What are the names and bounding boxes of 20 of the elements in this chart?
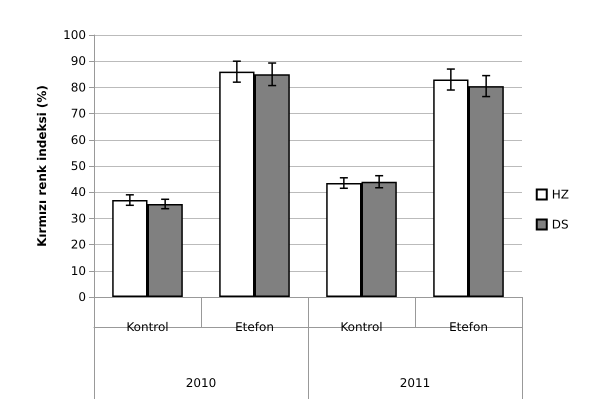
y-tick-label: 10 — [70, 264, 86, 278]
x-tick-label: Kontrol — [126, 320, 169, 334]
y-tick-label: 20 — [70, 238, 86, 252]
text: 2010 — [186, 376, 216, 390]
y-tick-label: 50 — [70, 159, 86, 173]
legend-label: DS — [552, 218, 569, 232]
y-axis-title: Kırmızı renk indeksi (%) — [35, 85, 49, 247]
y-tick-label: 80 — [70, 80, 86, 94]
y-tick-label: 100 — [63, 28, 86, 42]
y-tick-label: 60 — [70, 132, 86, 147]
x-tick-label: Etefon — [449, 320, 488, 334]
y-tick-label: 40 — [70, 185, 86, 200]
y-tick-label: 70 — [70, 106, 86, 121]
x-tick-label: Kontrol — [340, 320, 383, 334]
y-tick-label: 90 — [70, 54, 86, 68]
y-tick-label: 0 — [78, 290, 86, 304]
y-tick-label: 30 — [70, 211, 86, 226]
text: 2011 — [400, 376, 430, 390]
x-tick-label: Etefon — [235, 320, 274, 334]
legend-label: HZ — [552, 188, 570, 202]
